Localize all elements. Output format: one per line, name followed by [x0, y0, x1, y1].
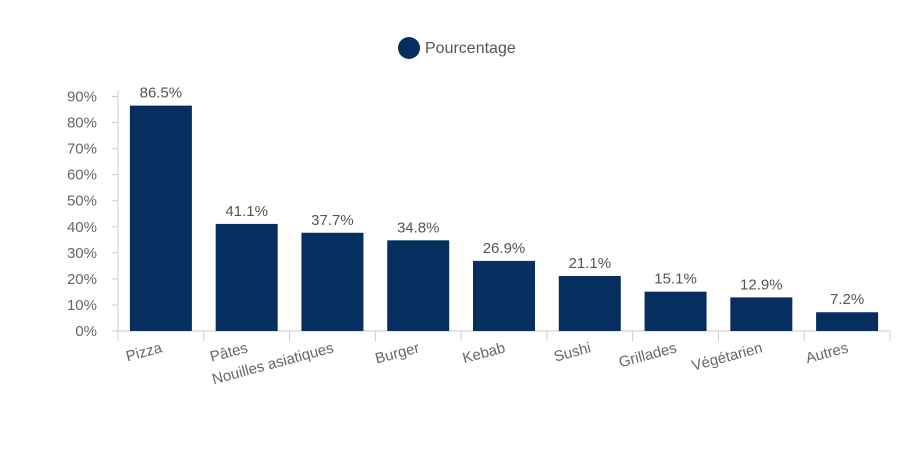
- bar[interactable]: [730, 297, 793, 331]
- bar-value-label: 15.1%: [654, 271, 697, 288]
- bar[interactable]: [215, 223, 278, 331]
- x-tick-label: Sushi: [552, 339, 593, 365]
- y-tick-label: 30%: [67, 245, 97, 262]
- bar-value-label: 37.7%: [311, 212, 354, 229]
- x-tick-label: Pizza: [124, 339, 164, 365]
- bar[interactable]: [301, 232, 364, 331]
- bar[interactable]: [816, 312, 879, 331]
- bar[interactable]: [129, 105, 192, 331]
- bar[interactable]: [473, 260, 535, 331]
- legend-label[interactable]: Pourcentage: [425, 40, 516, 57]
- x-tick-label: Grillades: [617, 339, 679, 371]
- bar-value-label: 86.5%: [140, 85, 183, 102]
- x-tick-label: Pâtes: [208, 339, 249, 365]
- bar-value-label: 34.8%: [397, 219, 440, 236]
- bar[interactable]: [644, 291, 707, 331]
- y-tick-label: 0%: [75, 323, 97, 340]
- legend[interactable]: Pourcentage: [398, 37, 516, 59]
- data-labels: 86.5% 41.1% 37.7% 34.8% 26.9% 21.1% 15.1% 12.9%…: [140, 85, 865, 309]
- y-tick-label: 60%: [67, 167, 97, 184]
- y-tick-label: 80%: [67, 115, 97, 132]
- bar-value-label: 26.9%: [483, 240, 526, 257]
- y-tick-label: 10%: [67, 297, 97, 314]
- y-tick-label: 40%: [67, 219, 97, 236]
- x-tick-label: Autres: [804, 339, 850, 367]
- y-tick-label: 20%: [67, 271, 97, 288]
- y-axis: 0% 10% 20% 30% 40% 50% 60% 70% 80% 90%: [67, 89, 119, 341]
- bar-value-label: 12.9%: [740, 276, 783, 293]
- y-tick-label: 90%: [67, 89, 97, 106]
- x-tick-label: Kebab: [461, 339, 507, 367]
- x-tick-label: Burger: [373, 339, 421, 367]
- y-tick-label: 50%: [67, 193, 97, 210]
- bar[interactable]: [387, 240, 450, 331]
- bar-value-label: 41.1%: [225, 203, 268, 220]
- bar[interactable]: [558, 276, 621, 331]
- bar-value-label: 21.1%: [569, 255, 612, 272]
- x-tick-label: Végétarien: [690, 339, 764, 374]
- y-tick-label: 70%: [67, 141, 97, 158]
- bar-value-label: 7.2%: [830, 291, 864, 308]
- legend-marker[interactable]: [398, 37, 420, 59]
- bars: [129, 105, 879, 331]
